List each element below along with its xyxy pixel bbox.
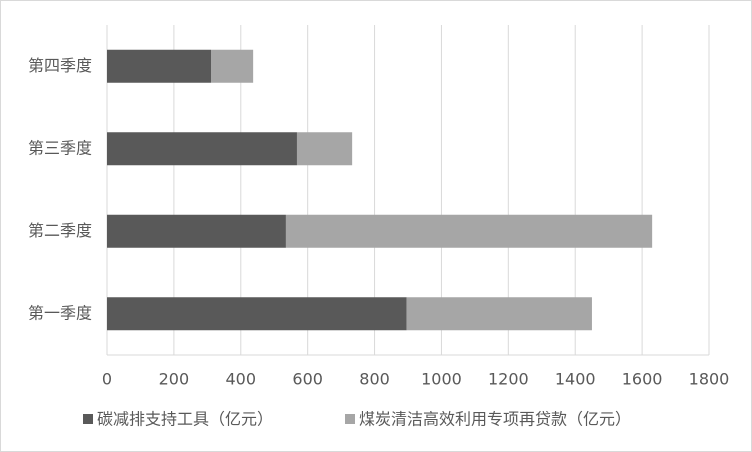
legend-label: 煤炭清洁高效利用专项再贷款（亿元） [359,410,631,429]
bar-segment [107,214,286,248]
bar-segment [285,214,653,248]
x-tick-label: 1400 [555,370,596,389]
x-tick-label: 600 [292,370,323,389]
bar-segment [296,132,353,166]
bar-segment [107,49,212,83]
x-tick-label: 0 [102,370,112,389]
x-tick-label: 200 [159,370,190,389]
legend-label: 碳减排支持工具（亿元） [97,410,273,429]
x-tick-label: 1800 [689,370,730,389]
x-tick-label: 1600 [622,370,663,389]
y-tick-label: 第一季度 [28,303,92,322]
y-tick-label: 第二季度 [28,221,92,240]
x-tick-label: 400 [226,370,257,389]
y-tick-label: 第四季度 [28,56,92,75]
bar-segment [211,49,254,83]
bar-segment [107,132,297,166]
x-tick-label: 1200 [488,370,529,389]
bar-segment [406,297,592,331]
bar-segment [107,297,407,331]
legend-swatch [345,414,355,424]
legend-swatch [83,414,93,424]
y-tick-label: 第三季度 [28,138,92,157]
x-tick-label: 1000 [421,370,462,389]
x-tick-label: 800 [359,370,390,389]
